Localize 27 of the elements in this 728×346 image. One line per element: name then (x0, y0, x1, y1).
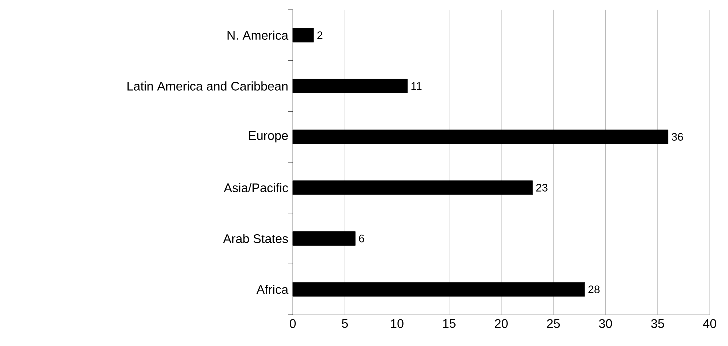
x-tick-label: 15 (443, 319, 456, 328)
x-tick-label: 0 (290, 319, 296, 328)
bar (292, 130, 669, 144)
y-tick-label: Asia/Pacific (224, 183, 288, 193)
bar (292, 79, 408, 94)
x-tick-label: 30 (599, 319, 612, 328)
x-tick-label: 10 (391, 319, 404, 328)
data-label: 28 (588, 286, 600, 294)
x-tick-label: 25 (547, 319, 560, 328)
y-tick-label: Africa (256, 284, 289, 294)
y-tick-label: Europe (249, 131, 288, 143)
data-label: 6 (359, 234, 364, 243)
y-tick-label: Latin America and Caribbean (128, 82, 288, 91)
data-label: 36 (672, 133, 684, 141)
data-label: 23 (536, 184, 548, 192)
y-tick-label: Arab States (223, 234, 288, 244)
x-tick-label: 20 (495, 319, 508, 328)
x-tick-label: 5 (342, 319, 348, 328)
bar (292, 232, 356, 246)
bar (292, 28, 314, 43)
x-tick-label: 35 (651, 319, 664, 328)
x-tick-label: 40 (703, 319, 716, 328)
y-tick-label: N. America (228, 30, 289, 40)
data-label: 11 (412, 82, 422, 90)
bar (292, 180, 533, 196)
data-label: 2 (318, 32, 323, 40)
bar (292, 282, 586, 297)
